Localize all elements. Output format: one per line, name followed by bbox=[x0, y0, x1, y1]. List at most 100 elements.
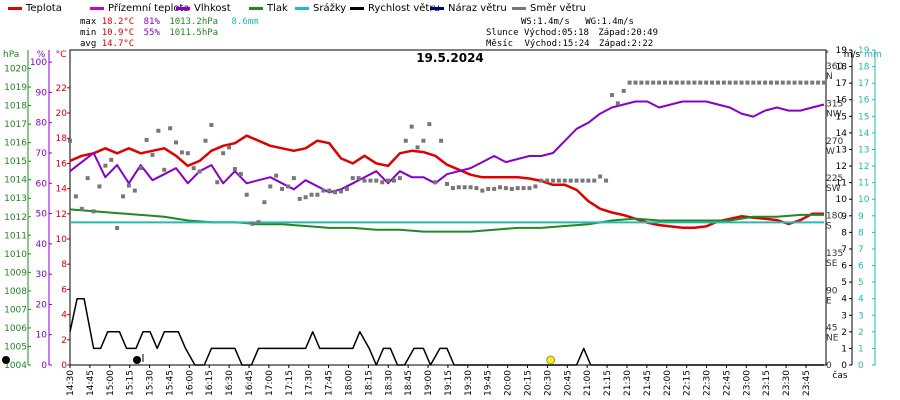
wind-direction-point bbox=[792, 80, 797, 85]
legend-swatch bbox=[295, 7, 309, 10]
wind-direction-point bbox=[156, 128, 161, 133]
pressure-tick-label: 1004 bbox=[4, 361, 27, 371]
humidity-tick-label: 0 bbox=[41, 361, 47, 371]
rain-tick-label: 11 bbox=[858, 179, 869, 189]
wind-speed-tick-label: 0 bbox=[841, 361, 847, 371]
x-tick-label: 22:00 bbox=[663, 370, 673, 396]
wind-direction-point bbox=[68, 138, 72, 143]
rain-tick-label: 18 bbox=[858, 63, 870, 73]
legend-swatch bbox=[176, 7, 190, 10]
x-tick-label: 19:30 bbox=[464, 370, 474, 396]
wind-direction-point bbox=[810, 80, 815, 85]
sunset-value: Západ:20:49 bbox=[598, 28, 658, 38]
x-tick-label: 17:30 bbox=[305, 370, 315, 396]
humidity-tick-label: 90 bbox=[36, 88, 48, 98]
stats-block: max 18.2°C 81% 1013.2hPa 8.6mm min 10.9°… bbox=[80, 17, 259, 50]
wind-direction-point bbox=[739, 80, 744, 85]
stats-max-label: max bbox=[80, 17, 97, 27]
plot-border bbox=[69, 49, 827, 366]
wind-direction-point bbox=[232, 166, 237, 171]
x-tick-label: 22:45 bbox=[722, 370, 732, 396]
moon-info-row: Měsíc Východ:15:24 Západ:2:22 bbox=[486, 39, 658, 50]
wind-speed-tick-label: 8 bbox=[841, 228, 847, 238]
stats-max-rain: 8.6mm bbox=[231, 17, 259, 27]
wind-direction-point bbox=[822, 80, 826, 85]
wind-direction-point bbox=[238, 171, 243, 176]
pressure-tick-label: 1010 bbox=[4, 250, 27, 260]
x-tick-label: 17:45 bbox=[325, 370, 335, 396]
wind-direction-point bbox=[109, 157, 114, 162]
wind-direction-point bbox=[580, 178, 585, 183]
x-tick-label: 16:30 bbox=[225, 370, 235, 396]
rain-tick-label: 8 bbox=[858, 228, 864, 238]
pressure-tick-label: 1013 bbox=[4, 194, 27, 204]
wind-direction-point bbox=[503, 186, 508, 191]
wind-direction-point bbox=[733, 80, 738, 85]
wind-direction-point bbox=[498, 185, 503, 190]
temperature-tick-label: 16 bbox=[56, 159, 68, 169]
direction-label: S bbox=[826, 222, 832, 232]
wind-info-row: WS:1.4m/s WG:1.4m/s bbox=[486, 17, 658, 28]
wind-direction-point bbox=[374, 178, 379, 183]
wind-direction-point bbox=[274, 173, 279, 178]
left-dot-marker bbox=[2, 356, 10, 364]
direction-tick-label: 315 bbox=[826, 99, 843, 109]
legend-bar: Teplota Přízemní teplota Vlhkost Tlak Sr… bbox=[0, 0, 900, 16]
rain-tick-label: 13 bbox=[858, 145, 869, 155]
wind-speed-tick-label: 14 bbox=[836, 129, 848, 139]
left-dot-marker bbox=[133, 356, 141, 364]
legend-swatch bbox=[512, 7, 526, 10]
wind-direction-point bbox=[492, 186, 497, 191]
wind-direction-point bbox=[103, 163, 108, 168]
wind-direction-point bbox=[244, 192, 249, 197]
left-axes: hPa1004100510061007100810091010101110121… bbox=[3, 50, 71, 371]
humidity-tick-label: 50 bbox=[36, 210, 48, 220]
wind-direction-point bbox=[456, 185, 461, 190]
series-layer bbox=[2, 80, 826, 366]
wg-value: WG:1.4m/s bbox=[585, 17, 634, 27]
rain-tick-label: 16 bbox=[858, 96, 870, 106]
pressure-tick-label: 1007 bbox=[4, 305, 27, 315]
humidity-tick-label: 80 bbox=[36, 119, 48, 129]
x-axis-label: čas bbox=[832, 370, 847, 381]
right-axes: °045NE90E135SE180S225SW270W315NW360Nm/s0… bbox=[825, 46, 882, 371]
wind-direction-point bbox=[774, 80, 779, 85]
wind-direction-point bbox=[209, 122, 214, 127]
wind-direction-point bbox=[609, 93, 614, 98]
wind-speed-tick-label: 16 bbox=[836, 96, 848, 106]
wind-direction-point bbox=[303, 195, 308, 200]
wind-direction-point bbox=[751, 80, 756, 85]
wind-direction-point bbox=[786, 80, 791, 85]
stats-max-press: 1013.2hPa bbox=[169, 17, 219, 27]
sun-label: Slunce bbox=[486, 28, 519, 38]
wind-direction-point bbox=[651, 80, 656, 85]
wind-direction-point bbox=[362, 178, 367, 183]
wind-direction-point bbox=[727, 80, 732, 85]
humidity-tick-label: 100 bbox=[30, 58, 47, 68]
wind-direction-point bbox=[515, 186, 520, 191]
wind-direction-point bbox=[285, 184, 290, 189]
humidity-tick-label: 30 bbox=[36, 270, 48, 280]
sun-info-row: Slunce Východ:05:18 Západ:20:49 bbox=[486, 28, 658, 39]
x-tick-label: 20:30 bbox=[543, 370, 553, 396]
moonrise-value: Východ:15:24 bbox=[524, 39, 590, 49]
rain-tick-label: 19 bbox=[858, 46, 870, 56]
wind-direction-point bbox=[132, 188, 137, 193]
x-tick-label: 15:00 bbox=[106, 370, 116, 396]
stats-min-hum: 55% bbox=[143, 28, 160, 38]
wind-speed-tick-label: 17 bbox=[836, 79, 847, 89]
wind-direction-point bbox=[262, 200, 267, 205]
wind-direction-point bbox=[162, 167, 167, 172]
wind-direction-point bbox=[804, 80, 809, 85]
direction-tick-label: 90 bbox=[826, 286, 838, 296]
stats-max-row: max 18.2°C 81% 1013.2hPa 8.6mm bbox=[80, 17, 259, 28]
sunrise-value: Východ:05:18 bbox=[523, 28, 589, 38]
legend-item-srazky: Srážky bbox=[295, 3, 346, 14]
wind-direction-point bbox=[221, 151, 226, 156]
wind-direction-point bbox=[297, 196, 302, 201]
wind-direction-point bbox=[692, 80, 697, 85]
wind-speed-tick-label: 5 bbox=[841, 278, 847, 288]
pressure-tick-label: 1008 bbox=[4, 287, 27, 297]
x-tick-label: 18:45 bbox=[404, 370, 414, 396]
x-tick-label: 16:00 bbox=[185, 370, 195, 396]
